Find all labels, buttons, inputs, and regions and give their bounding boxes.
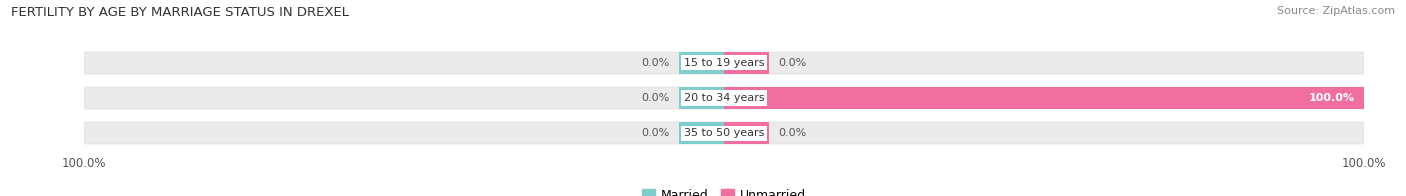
Bar bbox=[724, 122, 769, 144]
Bar bbox=[84, 52, 1364, 74]
Bar bbox=[679, 52, 724, 74]
Bar bbox=[679, 87, 724, 109]
Text: 100.0%: 100.0% bbox=[1308, 93, 1354, 103]
Bar bbox=[679, 122, 724, 144]
Text: Source: ZipAtlas.com: Source: ZipAtlas.com bbox=[1277, 6, 1395, 16]
Text: 20 to 34 years: 20 to 34 years bbox=[683, 93, 765, 103]
Text: 0.0%: 0.0% bbox=[779, 58, 807, 68]
Text: 35 to 50 years: 35 to 50 years bbox=[683, 128, 765, 138]
Bar bbox=[84, 122, 1364, 144]
Text: 15 to 19 years: 15 to 19 years bbox=[683, 58, 765, 68]
Text: 0.0%: 0.0% bbox=[641, 128, 669, 138]
Text: 0.0%: 0.0% bbox=[779, 128, 807, 138]
Bar bbox=[84, 87, 1364, 109]
Bar bbox=[724, 87, 769, 109]
Text: 0.0%: 0.0% bbox=[641, 93, 669, 103]
Bar bbox=[724, 87, 1364, 109]
Legend: Married, Unmarried: Married, Unmarried bbox=[637, 184, 811, 196]
Bar bbox=[724, 52, 769, 74]
Text: 0.0%: 0.0% bbox=[641, 58, 669, 68]
Text: FERTILITY BY AGE BY MARRIAGE STATUS IN DREXEL: FERTILITY BY AGE BY MARRIAGE STATUS IN D… bbox=[11, 6, 349, 19]
